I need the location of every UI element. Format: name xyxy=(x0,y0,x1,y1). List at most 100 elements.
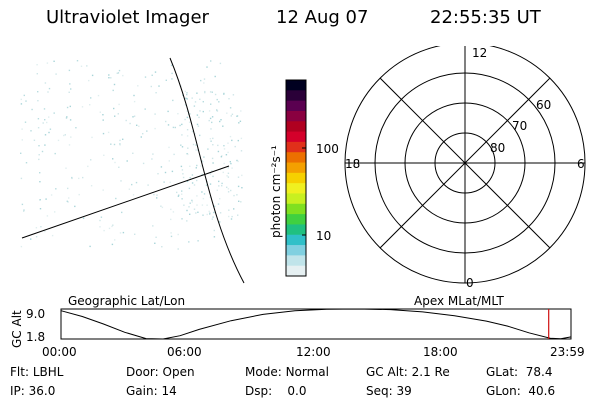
emission-pixel xyxy=(223,148,226,150)
emission-pixel xyxy=(174,126,176,129)
emission-pixel xyxy=(89,104,91,106)
emission-pixel xyxy=(219,120,221,123)
info-mode-label: Mode: xyxy=(245,365,282,379)
emission-pixel xyxy=(49,128,52,130)
emission-pixel xyxy=(188,121,191,123)
emission-pixel xyxy=(80,65,83,67)
emission-pixel xyxy=(187,147,189,149)
emission-pixel xyxy=(25,162,28,164)
emission-pixel xyxy=(87,165,89,168)
colorbar-band xyxy=(286,121,306,133)
emission-pixel xyxy=(219,212,222,214)
emission-pixel xyxy=(90,159,92,161)
info-ip-label: IP: xyxy=(10,384,25,398)
emission-pixel xyxy=(186,180,189,183)
emission-pixel xyxy=(202,214,204,216)
colorbar-label-10: 10 xyxy=(316,229,332,243)
emission-pixel xyxy=(116,72,118,74)
emission-pixel xyxy=(91,74,94,77)
emission-pixel xyxy=(201,173,203,176)
mlt-label-18: 18 xyxy=(345,157,361,171)
info-dsp-label: Dsp: xyxy=(245,384,273,398)
emission-pixel xyxy=(216,189,218,191)
emission-pixel xyxy=(168,146,170,149)
emission-pixel xyxy=(50,194,53,196)
colorbar-band xyxy=(286,110,306,122)
colorbar-band xyxy=(286,245,306,256)
emission-pixel xyxy=(237,214,239,216)
emission-pixel xyxy=(117,113,119,115)
emission-pixel xyxy=(102,119,104,121)
emission-pixel xyxy=(236,115,239,117)
emission-pixel xyxy=(186,116,189,119)
emission-pixel xyxy=(39,172,41,174)
emission-pixel xyxy=(71,177,73,180)
emission-pixel xyxy=(212,144,214,146)
timeline-frame xyxy=(60,308,572,340)
emission-pixel xyxy=(191,130,194,133)
emission-pixel xyxy=(119,143,121,145)
emission-pixel xyxy=(114,115,116,117)
colorbar-band xyxy=(286,183,306,194)
emission-pixel xyxy=(82,176,84,179)
emission-pixel xyxy=(214,75,216,78)
lat-label-80: 80 xyxy=(490,141,506,155)
emission-pixel xyxy=(78,193,80,196)
emission-pixel xyxy=(217,150,220,153)
emission-pixel xyxy=(108,227,111,230)
info-door-label: Door: xyxy=(126,365,159,379)
emission-pixel xyxy=(214,93,217,96)
emission-pixel xyxy=(184,118,186,121)
emission-pixel xyxy=(186,209,188,212)
emission-pixel xyxy=(230,162,232,165)
emission-pixel xyxy=(53,60,55,62)
emission-pixel xyxy=(30,238,32,240)
colorbar-band xyxy=(286,193,306,205)
emission-pixel xyxy=(220,119,222,121)
emission-pixel xyxy=(170,235,173,238)
emission-pixel xyxy=(140,136,142,138)
emission-pixel xyxy=(195,149,197,151)
emission-pixel xyxy=(212,175,214,178)
emission-pixel xyxy=(206,66,208,68)
emission-pixel xyxy=(20,177,23,180)
emission-pixel xyxy=(46,121,48,124)
emission-pixel xyxy=(113,83,116,86)
emission-pixel xyxy=(48,131,50,134)
emission-pixel xyxy=(203,82,205,84)
emission-pixel xyxy=(230,115,232,117)
colorbar-unit-label: photon cm⁻²s⁻¹ xyxy=(269,145,283,238)
emission-pixel xyxy=(156,197,158,199)
emission-pixel xyxy=(44,82,47,84)
emission-pixel xyxy=(112,158,114,160)
emission-pixel xyxy=(51,234,54,237)
emission-pixel xyxy=(138,125,140,127)
emission-pixel xyxy=(196,179,198,182)
info-flt-value: LBHL xyxy=(32,365,64,379)
emission-pixel xyxy=(191,199,193,202)
emission-pixel xyxy=(90,185,93,187)
emission-pixel xyxy=(195,144,197,146)
emission-pixel xyxy=(97,94,100,97)
emission-pixel xyxy=(229,135,232,138)
emission-pixel xyxy=(193,184,196,186)
emission-pixel xyxy=(65,117,68,119)
emission-pixel xyxy=(69,105,71,108)
emission-pixel xyxy=(112,224,114,226)
emission-pixel xyxy=(44,119,46,121)
emission-pixel xyxy=(206,213,208,216)
emission-pixel xyxy=(171,72,173,75)
emission-pixel xyxy=(211,91,213,93)
colorbar-band xyxy=(286,141,306,153)
emission-pixel xyxy=(136,124,138,126)
emission-pixel xyxy=(178,194,180,196)
emission-pixel xyxy=(231,113,234,115)
emission-pixel xyxy=(196,164,198,167)
emission-pixel xyxy=(68,91,70,93)
colorbar-band xyxy=(286,255,306,267)
emission-pixel xyxy=(195,212,197,214)
emission-pixel xyxy=(154,242,156,244)
emission-pixel xyxy=(237,160,239,163)
emission-pixel xyxy=(205,184,208,186)
emission-pixel xyxy=(231,139,233,142)
